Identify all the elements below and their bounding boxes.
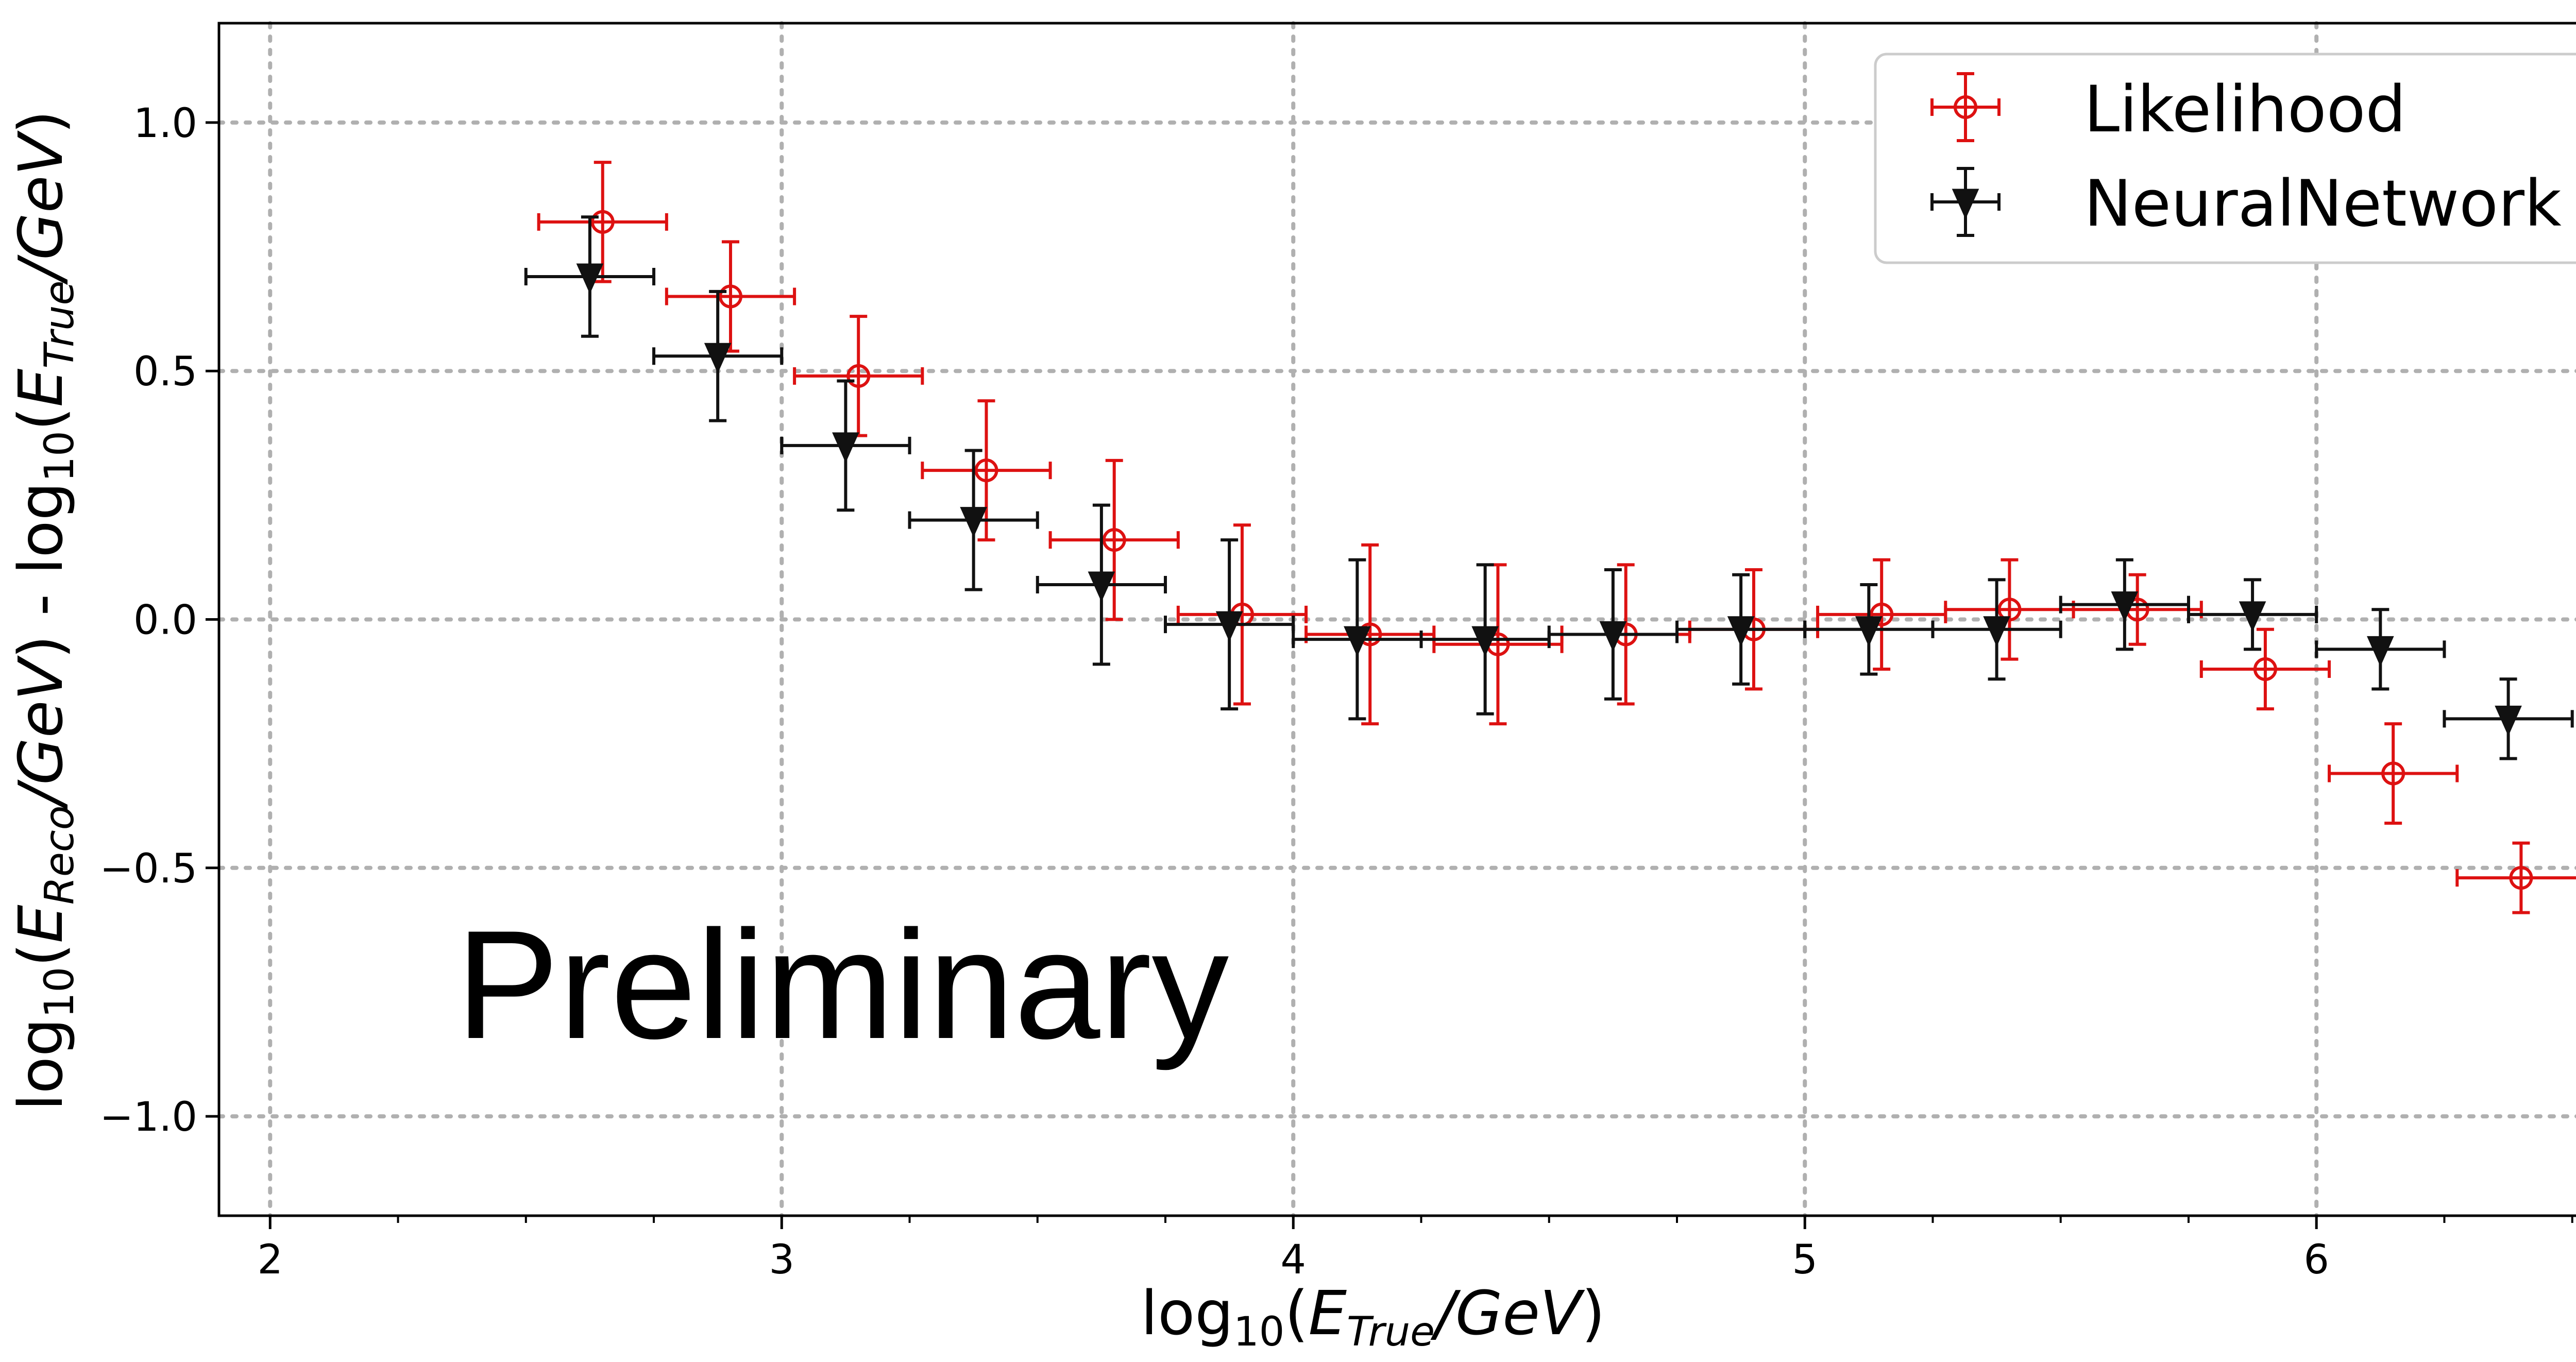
y-tick-label: 0.5 <box>133 349 197 395</box>
y-tick-label: 1.0 <box>133 100 197 147</box>
grid <box>217 21 2576 1218</box>
y-tick-label: −1.0 <box>100 1094 197 1140</box>
neuralnetwork-point-2-marker <box>832 432 859 463</box>
legend-symbol-neuralnetwork <box>1930 167 2001 237</box>
axis-ticks: 2 3 4 5 6 −1.0 −0.5 0.0 0.5 1.0 <box>100 100 2573 1283</box>
likelihood-point-14-marker <box>2381 761 2405 786</box>
neuralnetwork-point-12-marker <box>2111 591 2139 622</box>
x-tick-label: 4 <box>1280 1237 1306 1283</box>
neuralnetwork-point-3-marker <box>960 507 987 538</box>
neuralnetwork-point-0-marker <box>576 263 604 294</box>
x-tick-label: 2 <box>257 1237 283 1283</box>
y-axis-title: log10(EReco/GeV) - log10(ETrue/GeV) <box>5 110 83 1111</box>
neuralnetwork-point-4-marker <box>1088 571 1115 602</box>
legend: Likelihood NeuralNetwork <box>1874 53 2576 264</box>
data-series <box>524 161 2576 914</box>
neuralnetwork-point-9-marker <box>1727 616 1755 647</box>
likelihood-point-15-marker <box>2509 866 2533 890</box>
legend-neuralnetwork-marker <box>1952 189 1979 219</box>
likelihood-point-3-marker <box>974 458 998 483</box>
y-tick-label: −0.5 <box>100 846 197 892</box>
neuralnetwork-point-6-marker <box>1344 626 1371 657</box>
neuralnetwork-point-1-marker <box>704 343 732 373</box>
x-tick-label: 5 <box>1792 1237 1818 1283</box>
legend-likelihood-marker <box>1954 95 1977 119</box>
neuralnetwork-point-10-marker <box>1855 616 1883 647</box>
neuralnetwork-point-5-marker <box>1215 611 1243 642</box>
series-neuralnetwork <box>524 215 2574 760</box>
likelihood-point-11-marker <box>1997 598 2022 622</box>
neuralnetwork-point-14-marker <box>2367 636 2394 667</box>
legend-frame <box>1874 53 2576 264</box>
legend-label-neuralnetwork: NeuralNetwork <box>2084 167 2562 241</box>
neuralnetwork-point-15-marker <box>2495 705 2522 737</box>
likelihood-point-4-marker <box>1102 528 1126 552</box>
preliminary-annotation: Preliminary <box>456 898 1229 1072</box>
neuralnetwork-point-7-marker <box>1471 626 1499 657</box>
likelihood-point-1-marker <box>718 284 742 309</box>
x-tick-label: 6 <box>2303 1237 2329 1283</box>
likelihood-point-10-marker <box>1870 602 1894 626</box>
likelihood-point-13-marker <box>2253 657 2277 681</box>
neuralnetwork-point-8-marker <box>1599 621 1627 652</box>
series-likelihood <box>537 161 2576 914</box>
x-tick-label: 3 <box>769 1237 794 1283</box>
y-tick-label: 0.0 <box>133 598 197 644</box>
legend-symbol-likelihood <box>1930 72 2001 142</box>
legend-label-likelihood: Likelihood <box>2084 73 2406 147</box>
likelihood-point-0-marker <box>590 210 615 234</box>
likelihood-point-2-marker <box>846 364 871 388</box>
neuralnetwork-point-11-marker <box>1983 616 2010 647</box>
neuralnetwork-point-13-marker <box>2239 601 2266 632</box>
